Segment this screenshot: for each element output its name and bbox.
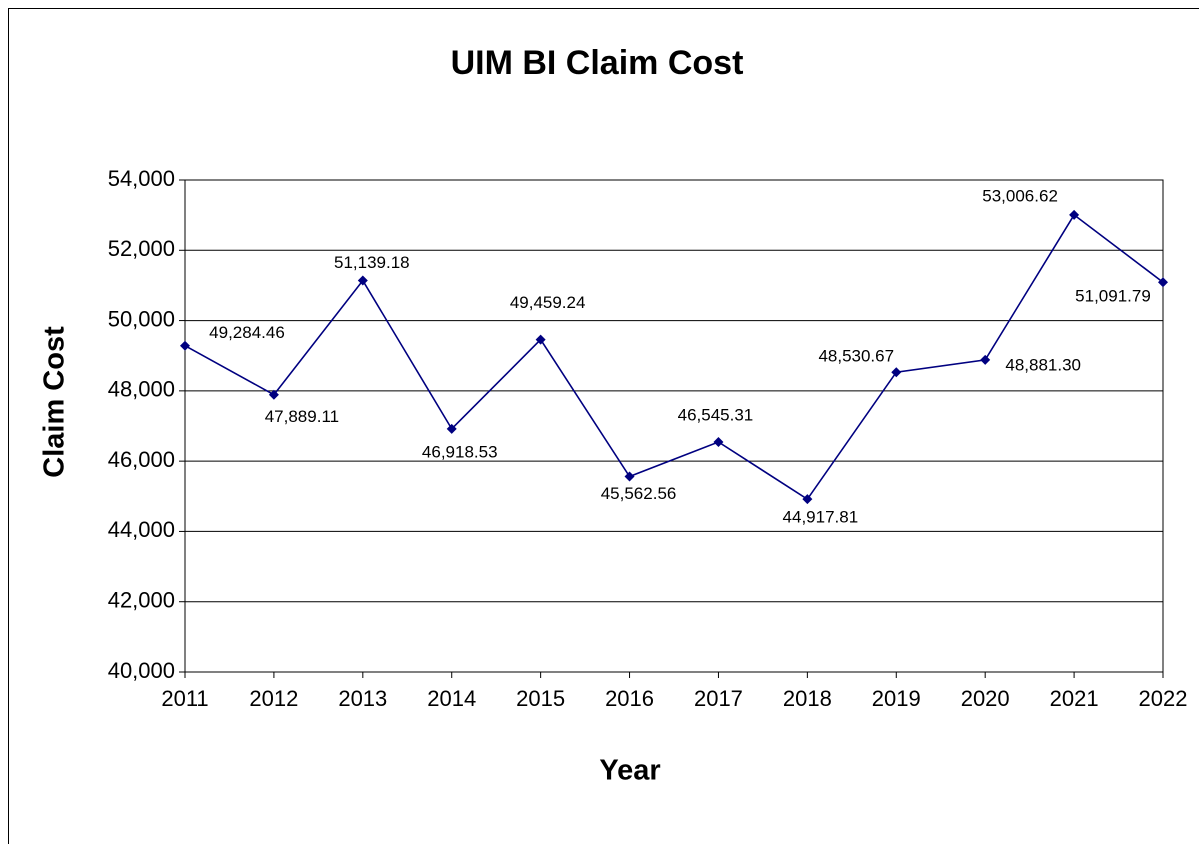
- x-tick-label: 2016: [605, 686, 654, 711]
- y-tick-label: 44,000: [108, 517, 175, 542]
- x-tick-label: 2018: [783, 686, 832, 711]
- data-label: 49,284.46: [209, 323, 285, 342]
- y-tick-label: 48,000: [108, 377, 175, 402]
- data-label: 51,091.79: [1075, 287, 1151, 306]
- chart-title: UIM BI Claim Cost: [451, 44, 744, 82]
- y-tick-label: 42,000: [108, 588, 175, 613]
- y-tick-label: 40,000: [108, 658, 175, 683]
- x-tick-label: 2020: [961, 686, 1010, 711]
- y-axis-label: Claim Cost: [39, 326, 71, 478]
- x-tick-label: 2015: [516, 686, 565, 711]
- data-label: 51,139.18: [334, 253, 410, 272]
- data-label: 53,006.62: [982, 186, 1058, 205]
- y-tick-label: 50,000: [108, 306, 175, 331]
- y-tick-label: 52,000: [108, 236, 175, 261]
- data-label: 46,545.31: [678, 405, 754, 424]
- data-label: 44,917.81: [783, 508, 859, 527]
- x-tick-label: 2021: [1050, 686, 1099, 711]
- x-axis-label: Year: [599, 755, 660, 787]
- data-label: 49,459.24: [510, 293, 586, 312]
- data-label: 47,889.11: [265, 407, 339, 426]
- data-label: 48,530.67: [818, 347, 894, 366]
- data-label: 46,918.53: [422, 442, 498, 461]
- y-tick-label: 46,000: [108, 447, 175, 472]
- x-tick-label: 2012: [249, 686, 298, 711]
- x-tick-label: 2013: [338, 686, 387, 711]
- y-tick-label: 54,000: [108, 166, 175, 191]
- data-label: 45,562.56: [601, 484, 677, 503]
- x-tick-label: 2022: [1139, 686, 1188, 711]
- x-tick-label: 2011: [161, 686, 208, 711]
- x-tick-label: 2014: [427, 686, 476, 711]
- x-tick-label: 2017: [694, 686, 743, 711]
- x-tick-label: 2019: [872, 686, 921, 711]
- data-label: 48,881.30: [1005, 355, 1081, 374]
